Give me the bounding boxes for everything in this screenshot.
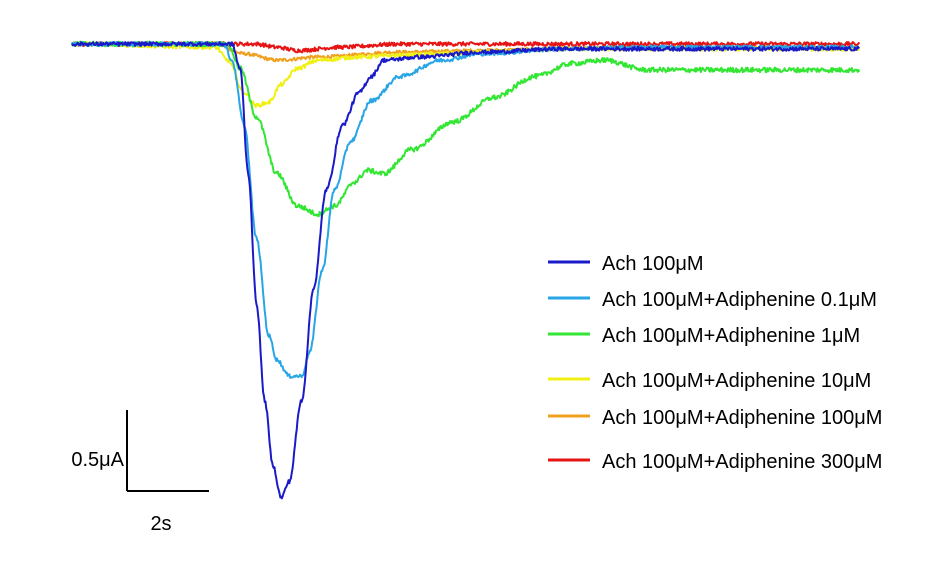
legend-label-3: Ach 100μM+Adiphenine 10μM — [602, 370, 871, 392]
scale-bar: 0.5μA 2s — [71, 410, 209, 535]
legend-label-2: Ach 100μM+Adiphenine 1μM — [602, 325, 860, 347]
scale-bar-time-label: 2s — [150, 513, 171, 535]
legend: Ach 100μM Ach 100μM+Adiphenine 0.1μM Ach… — [548, 253, 882, 473]
trace-series-2 — [71, 40, 861, 218]
legend-label-4: Ach 100μM+Adiphenine 100μM — [602, 407, 882, 429]
scale-bar-current-label: 0.5μA — [71, 449, 124, 471]
trace-group — [71, 40, 861, 500]
legend-label-0: Ach 100μM — [602, 253, 704, 275]
legend-label-5: Ach 100μM+Adiphenine 300μM — [602, 451, 882, 473]
trace-series-0 — [71, 41, 860, 500]
legend-label-1: Ach 100μM+Adiphenine 0.1μM — [602, 289, 877, 311]
